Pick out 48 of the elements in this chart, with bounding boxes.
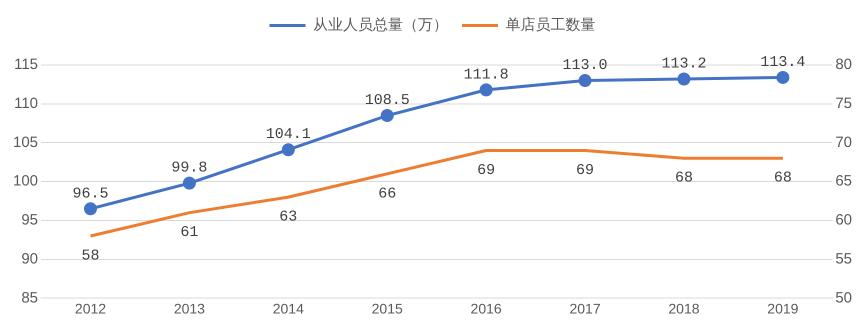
y2-tick-label: 55 <box>835 250 852 268</box>
y-tick-label: 115 <box>14 56 38 74</box>
y2-tick-label: 80 <box>835 56 852 74</box>
x-tick-label: 2012 <box>74 300 106 316</box>
point <box>282 143 295 156</box>
x-tick-label: 2016 <box>470 300 502 316</box>
data-label: 104.1 <box>266 126 311 144</box>
point <box>776 70 790 84</box>
point <box>578 74 592 88</box>
y-tick-label: 110 <box>14 95 38 112</box>
legend-label: 单店员工数量 <box>506 16 596 34</box>
x-tick-label: 2018 <box>668 300 700 316</box>
y2-tick-label: 75 <box>835 95 852 112</box>
y2-tick-label: 50 <box>835 289 852 306</box>
data-label: 113.0 <box>562 57 608 74</box>
data-label: 111.8 <box>464 66 509 84</box>
x-tick-label: 2017 <box>569 300 601 316</box>
data-label: 58 <box>81 247 100 264</box>
point <box>380 109 394 122</box>
point <box>182 176 196 190</box>
y-tick-label: 95 <box>21 212 38 229</box>
y-tick-label: 85 <box>21 289 38 306</box>
data-label: 69 <box>477 162 496 179</box>
data-label: 63 <box>279 208 298 226</box>
data-label: 68 <box>674 170 693 187</box>
point <box>677 72 690 86</box>
x-tick-label: 2013 <box>174 300 206 316</box>
data-label: 66 <box>378 185 396 202</box>
x-tick-label: 2019 <box>767 300 799 316</box>
legend-label: 从业人员总量（万） <box>313 16 448 34</box>
y-tick-label: 90 <box>21 250 38 268</box>
y2-tick-label: 60 <box>835 212 852 229</box>
data-label: 96.5 <box>72 185 108 202</box>
y-tick-label: 100 <box>12 172 38 190</box>
data-label: 113.4 <box>760 54 806 71</box>
data-label: 99.8 <box>171 160 208 177</box>
point <box>84 202 97 216</box>
y2-tick-label: 65 <box>835 172 852 190</box>
data-label: 68 <box>774 170 792 187</box>
y2-tick-label: 70 <box>835 134 852 151</box>
point <box>480 83 493 96</box>
data-label: 113.2 <box>661 55 706 72</box>
x-tick-label: 2014 <box>272 300 304 316</box>
data-label: 69 <box>576 162 594 179</box>
x-tick-label: 2015 <box>372 300 403 316</box>
data-label: 61 <box>180 224 198 242</box>
data-label: 108.5 <box>364 92 410 109</box>
y-tick-label: 105 <box>12 134 38 151</box>
